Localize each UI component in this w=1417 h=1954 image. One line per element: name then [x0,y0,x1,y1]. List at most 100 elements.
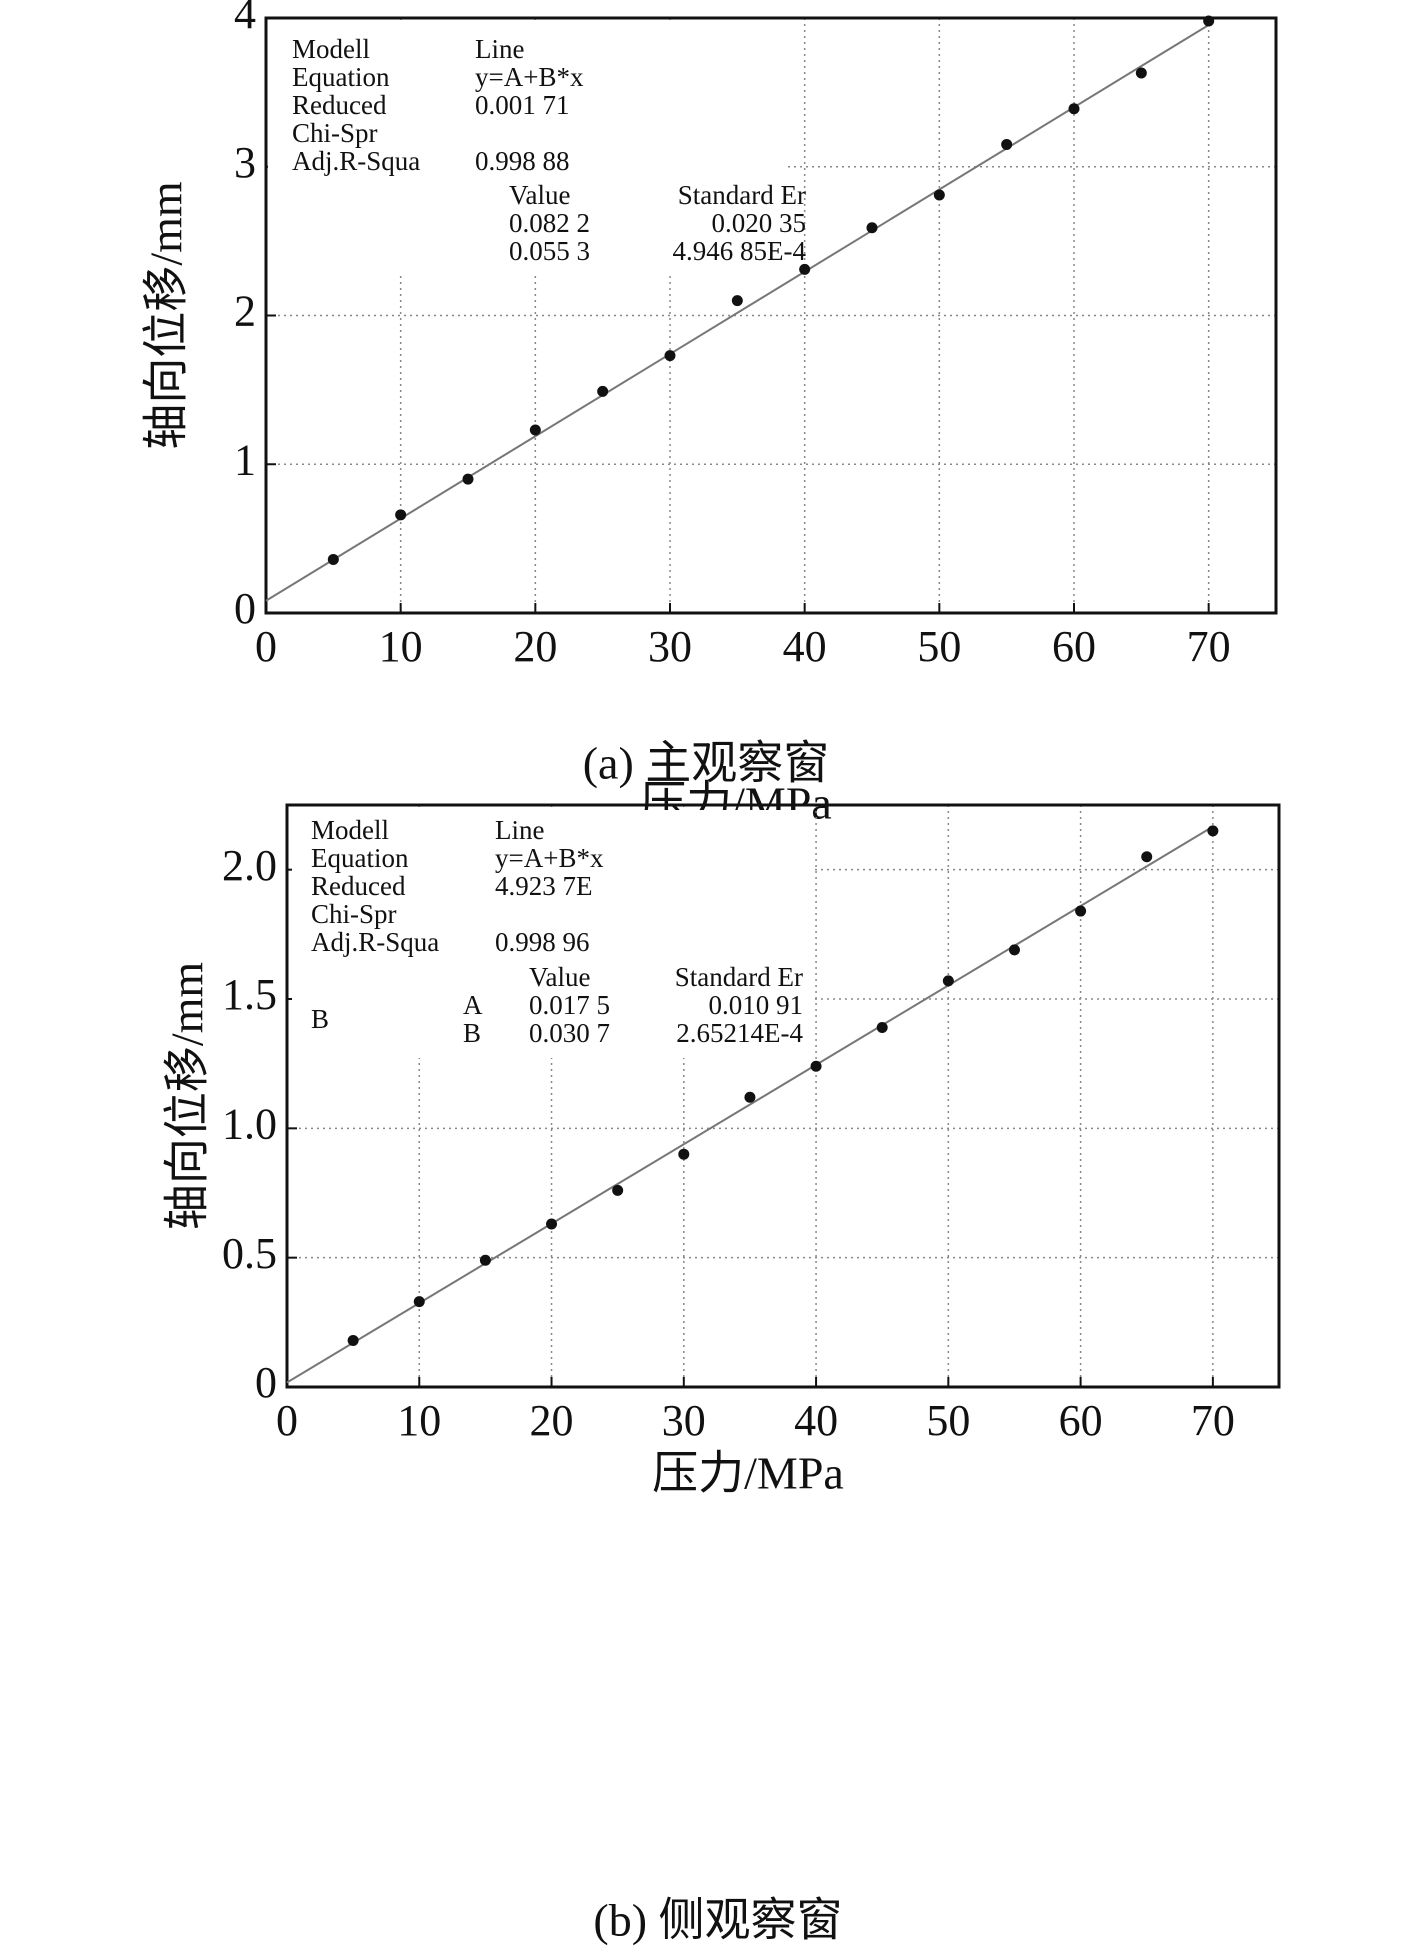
x-tick-label: 30 [648,622,692,671]
y-axis-label: 轴向位移/mm [141,181,192,450]
y-tick-label: 3 [234,138,256,187]
caption: (a) 主观察窗 [583,738,830,789]
data-point [731,295,743,307]
fit-text: Adj.R-Squa [311,927,439,957]
param-value: 0.082 2 [509,208,590,238]
data-point [347,1334,359,1346]
fit-text: y=A+B*x [475,62,584,92]
x-tick-label: 60 [1059,1396,1103,1445]
x-tick-label: 40 [783,622,827,671]
y-tick-label: 1.0 [222,1099,277,1148]
param-error: 0.020 35 [712,208,807,238]
fit-box [292,810,812,1058]
y-tick-label: 0 [234,584,256,633]
y-tick-label: 2 [234,287,256,336]
data-point [1075,905,1087,917]
x-tick-label: 0 [255,622,277,671]
x-tick-label: 20 [513,622,557,671]
fit-text: Adj.R-Squa [292,146,420,176]
fit-box [268,20,788,274]
param-error: 4.946 85E-4 [673,236,807,266]
x-tick-label: 70 [1187,622,1231,671]
x-tick-label: 40 [794,1396,838,1445]
fit-text: Reduced [292,90,387,120]
param-error: 2.65214E-4 [676,1018,803,1048]
fit-text: 0.998 96 [495,927,590,957]
data-point [529,424,541,436]
fit-text: Modell [292,34,370,64]
y-tick-label: 0.5 [222,1229,277,1278]
param-name: A [463,990,483,1020]
plot-frame [285,803,1281,1389]
fit-text: Line [495,815,544,845]
param-value: 0.017 5 [529,990,610,1020]
param-value: 0.055 3 [509,236,590,266]
y-tick-label: 0 [255,1358,277,1407]
fit-text: Modell [311,815,389,845]
caption: (b) 侧观察窗 [593,1895,842,1946]
data-point [933,189,945,201]
chart: 0 0.5 1.0 1.5 2.0 0 10 20 30 40 50 60 70 Modell Line Eq… [162,803,1281,1946]
fit-group: B [311,1004,329,1034]
x-tick-label: 10 [379,622,423,671]
param-value: 0.030 7 [529,1018,610,1048]
x-tick-label: 70 [1191,1396,1235,1445]
x-tick-label: 20 [530,1396,574,1445]
data-point [597,385,609,397]
y-axis-label: 轴向位移/mm [162,962,213,1231]
x-tick-label: 60 [1052,622,1096,671]
x-tick-label: 50 [926,1396,970,1445]
x-axis-label: 压力/MPa [652,1448,844,1499]
y-tick-label: 4 [234,0,256,38]
data-point [462,473,474,485]
fit-text: Equation [311,843,409,873]
data-point [744,1091,756,1103]
x-tick-label: 0 [276,1396,298,1445]
data-point [678,1148,690,1160]
fit-line [265,24,1210,602]
plot-frame [264,16,1278,615]
data-point [876,1021,888,1033]
y-tick-label: 2.0 [222,841,277,890]
x-tick-label: 30 [662,1396,706,1445]
data-point [413,1296,425,1308]
param-name: B [463,1018,481,1048]
y-tick-label: 1.5 [222,970,277,1019]
fit-text: Line [475,34,524,64]
data-point [1008,944,1020,956]
data-point [1135,67,1147,79]
fit-text: Chi-Spr [292,118,378,148]
data-point [327,553,339,565]
fit-header: Value [529,962,590,992]
data-point [479,1254,491,1266]
data-point [546,1218,558,1230]
data-point [1203,15,1215,27]
fit-header: Value [509,180,570,210]
fit-text: Chi-Spr [311,899,397,929]
x-tick-label: 10 [397,1396,441,1445]
fit-text: 0.998 88 [475,146,570,176]
fit-header: Standard Er [678,180,806,210]
data-point [664,350,676,362]
data-point [942,975,954,987]
data-point [866,222,878,234]
data-point [395,509,407,521]
fit-text: 4.923 7E [495,871,593,901]
fit-text: Reduced [311,871,406,901]
fit-line [286,825,1214,1384]
y-tick-label: 1 [234,435,256,484]
fit-text: 0.001 71 [475,90,570,120]
param-error: 0.010 91 [709,990,804,1020]
data-point [810,1060,822,1072]
data-point [799,263,811,275]
fit-text: Equation [292,62,390,92]
x-tick-label: 50 [917,622,961,671]
data-point [612,1184,624,1196]
data-point [1141,851,1153,863]
fit-text: y=A+B*x [495,843,604,873]
fit-header: Standard Er [675,962,803,992]
data-point [1207,825,1219,837]
data-point [1001,138,1013,150]
